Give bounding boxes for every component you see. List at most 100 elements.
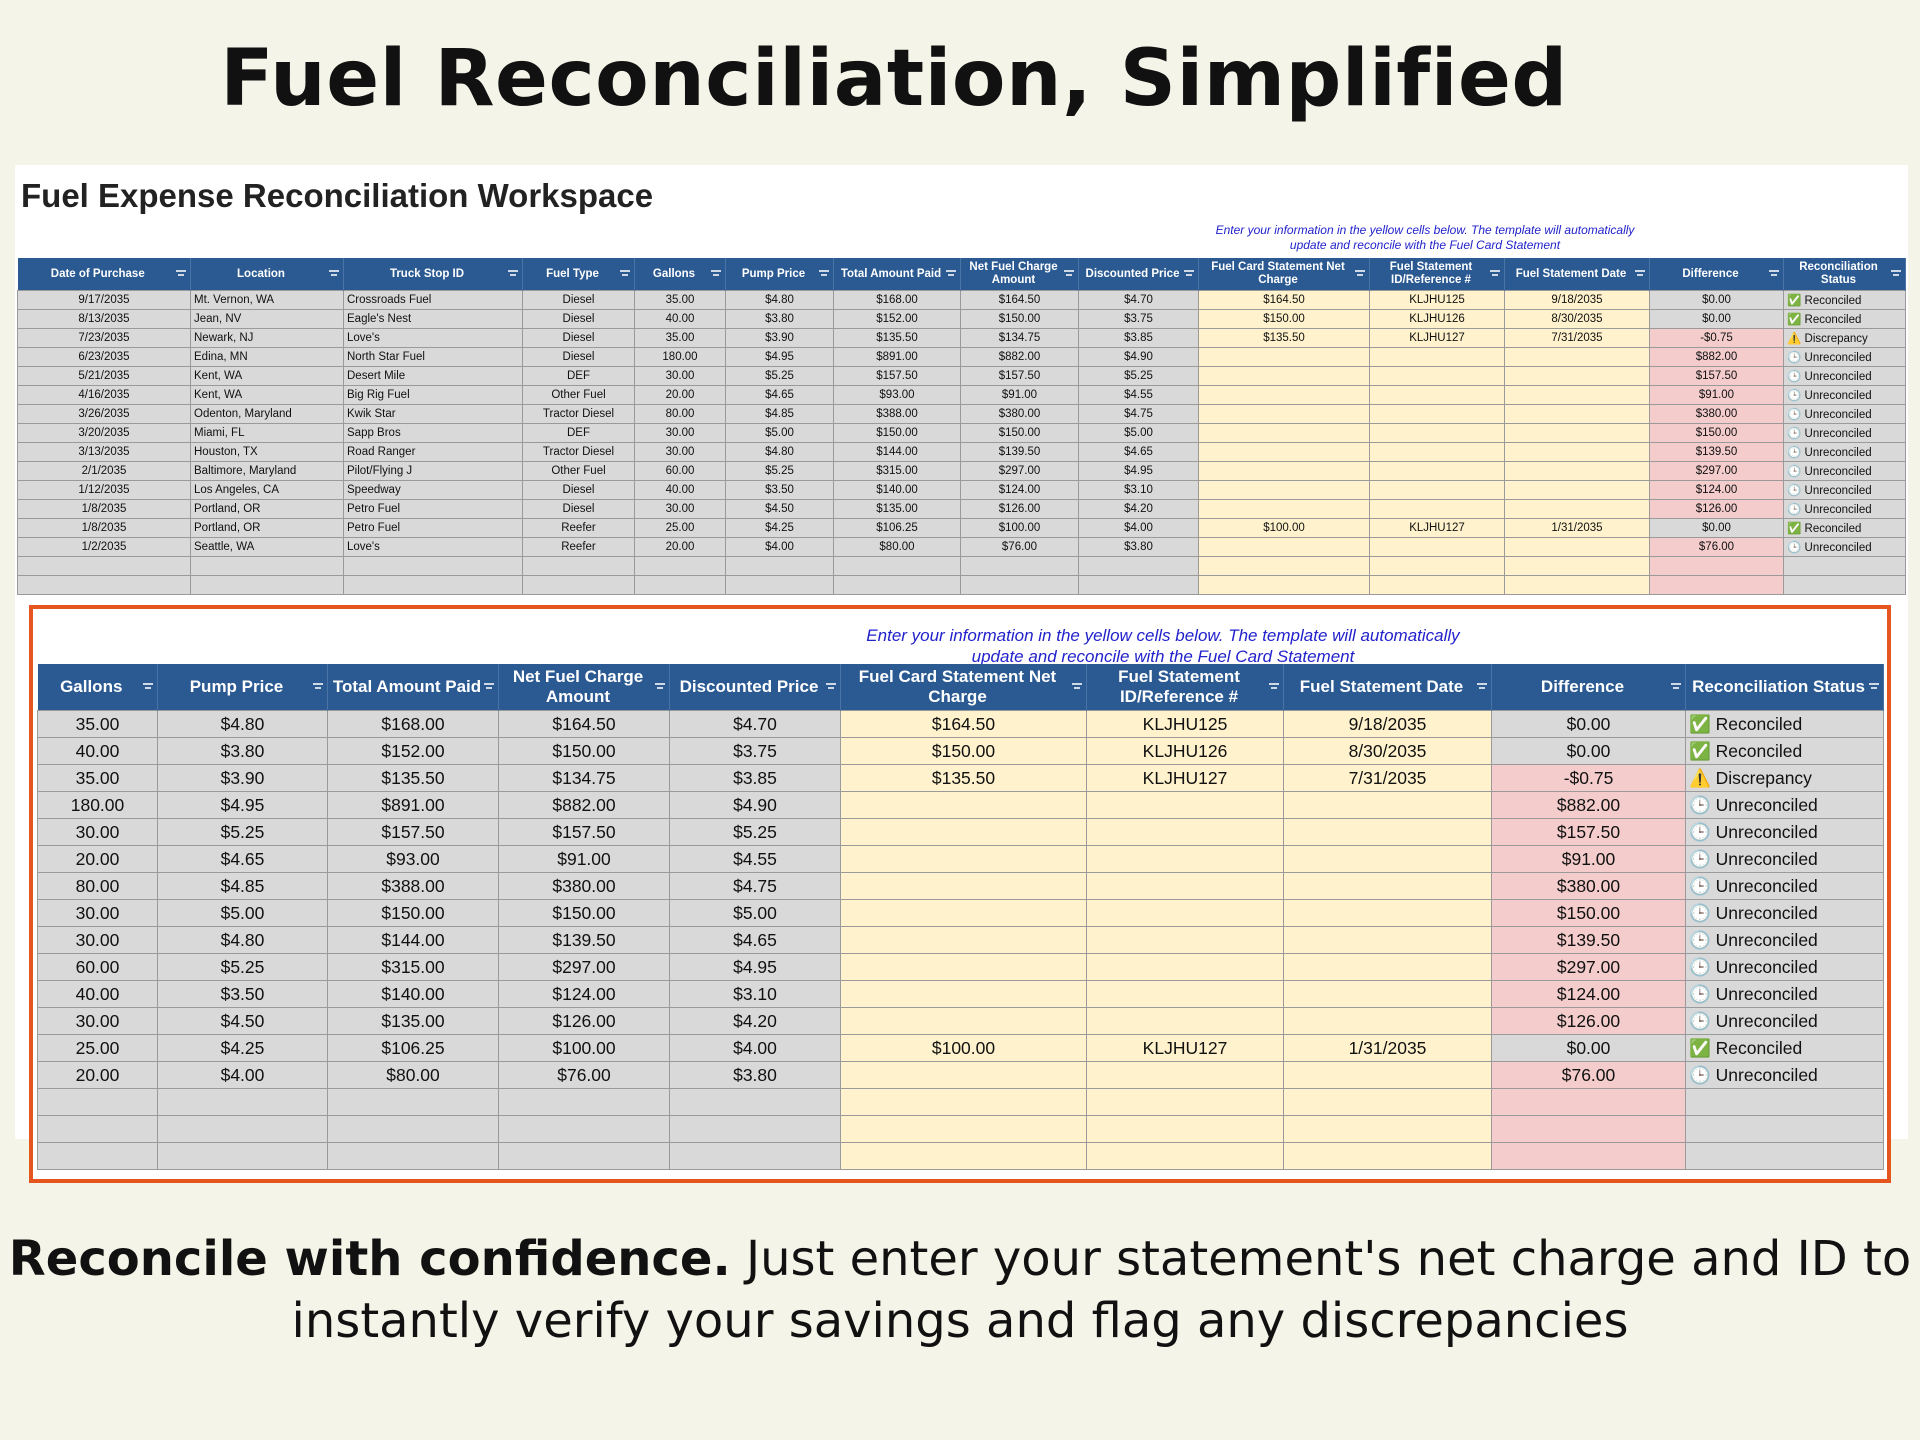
cell[interactable]: $4.25 xyxy=(157,1034,328,1062)
cell[interactable]: 35.00 xyxy=(37,764,158,792)
cell[interactable]: $4.00 xyxy=(669,1034,841,1062)
cell[interactable] xyxy=(1086,818,1284,846)
cell[interactable] xyxy=(1504,385,1650,405)
filter-icon[interactable] xyxy=(655,683,665,693)
empty-cell[interactable] xyxy=(157,1088,328,1116)
cell[interactable]: KLJHU126 xyxy=(1086,737,1284,765)
cell[interactable]: $144.00 xyxy=(833,442,961,462)
cell[interactable]: $100.00 xyxy=(498,1034,670,1062)
cell[interactable] xyxy=(1086,980,1284,1008)
cell[interactable]: $152.00 xyxy=(833,309,961,329)
cell[interactable]: $0.00 xyxy=(1649,290,1784,310)
empty-cell[interactable] xyxy=(157,1115,328,1143)
cell[interactable]: 🕒 Unreconciled xyxy=(1685,818,1884,846)
cell[interactable]: $4.70 xyxy=(1078,290,1199,310)
cell[interactable]: Petro Fuel xyxy=(343,518,523,538)
empty-cell[interactable] xyxy=(1649,556,1784,576)
cell[interactable]: $4.20 xyxy=(1078,499,1199,519)
cell[interactable]: 🕒 Unreconciled xyxy=(1783,347,1906,367)
cell[interactable]: KLJHU127 xyxy=(1086,764,1284,792)
cell[interactable]: 🕒 Unreconciled xyxy=(1783,423,1906,443)
cell[interactable]: $3.80 xyxy=(669,1061,841,1089)
cell[interactable]: $0.00 xyxy=(1649,309,1784,329)
cell[interactable]: Love's xyxy=(343,537,523,557)
cell[interactable]: $168.00 xyxy=(833,290,961,310)
cell[interactable]: $891.00 xyxy=(833,347,961,367)
filter-icon[interactable] xyxy=(1635,270,1645,280)
filter-icon[interactable] xyxy=(1477,683,1487,693)
cell[interactable]: $157.50 xyxy=(833,366,961,386)
empty-cell[interactable] xyxy=(840,1088,1087,1116)
filter-icon[interactable] xyxy=(1869,683,1879,693)
cell[interactable] xyxy=(840,872,1087,900)
cell[interactable]: -$0.75 xyxy=(1491,764,1686,792)
cell[interactable]: Road Ranger xyxy=(343,442,523,462)
cell[interactable] xyxy=(1283,899,1492,927)
cell[interactable] xyxy=(1369,385,1505,405)
cell[interactable]: Reefer xyxy=(522,537,635,557)
cell[interactable]: $4.90 xyxy=(669,791,841,819)
cell[interactable]: $76.00 xyxy=(1649,537,1784,557)
cell[interactable]: $315.00 xyxy=(833,461,961,481)
cell[interactable] xyxy=(840,1061,1087,1089)
empty-cell[interactable] xyxy=(1685,1115,1884,1143)
cell[interactable]: Edina, MN xyxy=(190,347,344,367)
cell[interactable]: 🕒 Unreconciled xyxy=(1685,791,1884,819)
filter-icon[interactable] xyxy=(484,683,494,693)
cell[interactable]: $150.00 xyxy=(498,737,670,765)
cell[interactable]: Diesel xyxy=(522,347,635,367)
filter-icon[interactable] xyxy=(329,270,339,280)
cell[interactable] xyxy=(1198,347,1370,367)
cell[interactable]: 8/30/2035 xyxy=(1283,737,1492,765)
cell[interactable]: $4.95 xyxy=(669,953,841,981)
cell[interactable]: $139.50 xyxy=(960,442,1079,462)
cell[interactable] xyxy=(1198,366,1370,386)
cell[interactable]: $157.50 xyxy=(327,818,499,846)
cell[interactable] xyxy=(1504,499,1650,519)
cell[interactable]: $3.90 xyxy=(725,328,834,348)
cell[interactable]: $4.95 xyxy=(1078,461,1199,481)
cell[interactable]: ✅ Reconciled xyxy=(1783,309,1906,329)
cell[interactable]: 🕒 Unreconciled xyxy=(1783,404,1906,424)
cell[interactable]: Mt. Vernon, WA xyxy=(190,290,344,310)
empty-cell[interactable] xyxy=(1491,1115,1686,1143)
cell[interactable]: 40.00 xyxy=(634,480,726,500)
cell[interactable] xyxy=(1198,423,1370,443)
cell[interactable] xyxy=(1198,404,1370,424)
cell[interactable] xyxy=(1198,480,1370,500)
cell[interactable]: 🕒 Unreconciled xyxy=(1685,1061,1884,1089)
cell[interactable]: 1/8/2035 xyxy=(17,499,191,519)
cell[interactable] xyxy=(1198,537,1370,557)
cell[interactable]: 25.00 xyxy=(37,1034,158,1062)
cell[interactable]: $124.00 xyxy=(1491,980,1686,1008)
cell[interactable]: 20.00 xyxy=(634,537,726,557)
cell[interactable]: $3.50 xyxy=(725,480,834,500)
cell[interactable]: $135.50 xyxy=(1198,328,1370,348)
cell[interactable]: Baltimore, Maryland xyxy=(190,461,344,481)
cell[interactable]: 7/23/2035 xyxy=(17,328,191,348)
filter-icon[interactable] xyxy=(819,270,829,280)
empty-cell[interactable] xyxy=(37,1142,158,1170)
cell[interactable]: $150.00 xyxy=(1649,423,1784,443)
cell[interactable] xyxy=(1504,442,1650,462)
cell[interactable] xyxy=(1283,926,1492,954)
filter-icon[interactable] xyxy=(1769,270,1779,280)
cell[interactable]: $157.50 xyxy=(960,366,1079,386)
cell[interactable]: Sapp Bros xyxy=(343,423,523,443)
cell[interactable]: $891.00 xyxy=(327,791,499,819)
cell[interactable]: $297.00 xyxy=(1491,953,1686,981)
cell[interactable] xyxy=(1283,1061,1492,1089)
cell[interactable]: 🕒 Unreconciled xyxy=(1685,1007,1884,1035)
cell[interactable]: 3/13/2035 xyxy=(17,442,191,462)
cell[interactable]: $5.25 xyxy=(669,818,841,846)
cell[interactable] xyxy=(840,953,1087,981)
cell[interactable] xyxy=(1283,818,1492,846)
cell[interactable]: 3/20/2035 xyxy=(17,423,191,443)
cell[interactable] xyxy=(1369,461,1505,481)
cell[interactable]: Kwik Star xyxy=(343,404,523,424)
cell[interactable]: KLJHU125 xyxy=(1086,710,1284,738)
cell[interactable]: $5.25 xyxy=(1078,366,1199,386)
cell[interactable]: 5/21/2035 xyxy=(17,366,191,386)
filter-icon[interactable] xyxy=(1891,270,1901,280)
cell[interactable]: $882.00 xyxy=(960,347,1079,367)
